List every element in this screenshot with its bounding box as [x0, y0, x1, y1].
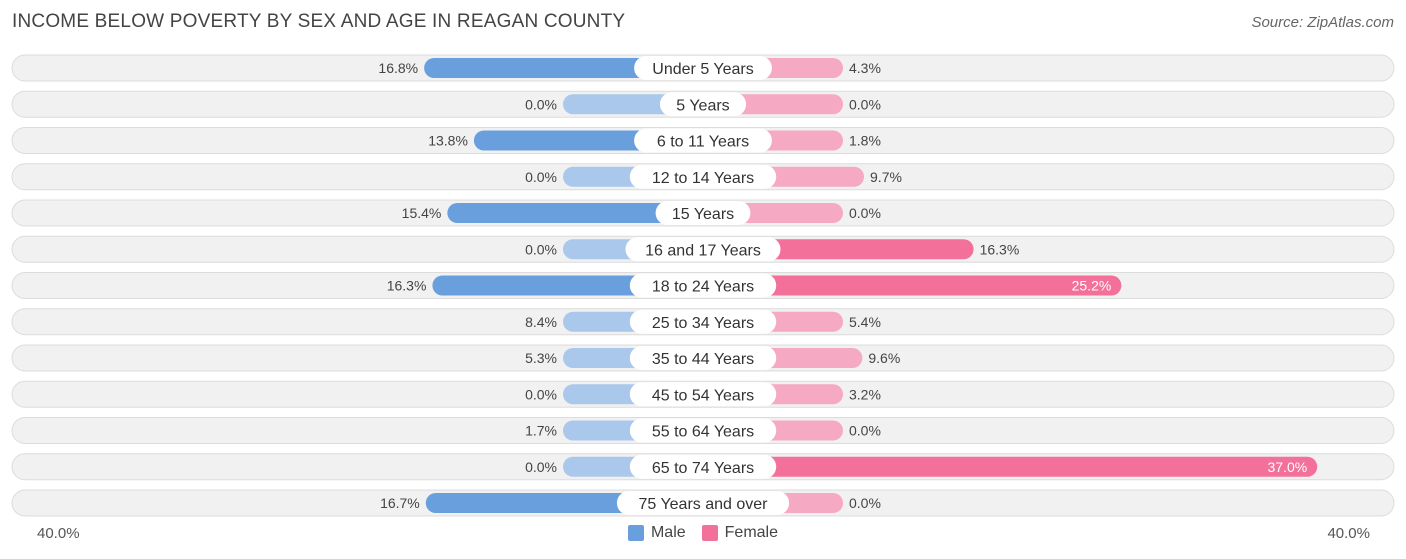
female-value-label: 4.3%	[849, 60, 881, 76]
category-pill	[629, 418, 777, 443]
female-value-label: 9.6%	[868, 350, 900, 366]
male-swatch	[627, 525, 644, 541]
category-label: 55 to 64 Years	[652, 424, 754, 441]
female-swatch	[701, 525, 718, 541]
category-pill	[629, 273, 777, 298]
male-bar-15-years	[447, 203, 703, 223]
male-value-label: 0.0%	[525, 96, 557, 112]
category-label: 6 to 11 Years	[657, 134, 749, 151]
category-pill	[629, 309, 777, 334]
source-label: Source: ZipAtlas.com	[1251, 14, 1394, 31]
female-value-label: 37.0%	[1267, 459, 1307, 475]
male-value-label: 16.3%	[387, 278, 427, 294]
legend-item-male: Male	[627, 524, 686, 542]
category-pill	[634, 56, 772, 80]
category-label: 45 to 54 Years	[652, 387, 754, 404]
category-label: 35 to 44 Years	[652, 351, 754, 368]
category-label: Under 5 Years	[652, 61, 753, 78]
legend-female-label: Female	[724, 524, 779, 541]
female-value-label: 0.0%	[849, 96, 881, 112]
female-value-label: 0.0%	[849, 495, 881, 511]
female-value-label: 16.3%	[980, 241, 1020, 257]
female-value-label: 5.4%	[849, 314, 881, 330]
category-label: 12 to 14 Years	[652, 170, 754, 187]
category-pill	[625, 237, 781, 262]
category-label: 16 and 17 Years	[645, 242, 761, 259]
male-value-label: 0.0%	[525, 241, 557, 257]
male-value-label: 0.0%	[525, 459, 557, 475]
category-label: 65 to 74 Years	[652, 460, 754, 477]
category-label: 15 Years	[672, 206, 734, 223]
category-pill	[629, 454, 777, 479]
male-value-label: 1.7%	[525, 423, 557, 439]
legend: Male Female	[0, 524, 1406, 542]
category-pill	[629, 164, 777, 189]
female-bar-65-to-74-years	[703, 456, 1318, 477]
category-label: 18 to 24 Years	[652, 279, 754, 296]
axis-left-label: 40.0%	[37, 525, 80, 542]
category-pill	[634, 128, 772, 153]
category-pill	[616, 491, 790, 515]
male-value-label: 0.0%	[525, 386, 557, 402]
chart-plot: 16.8% 4.3% Under 5 Years 0.0% 0.0% 5 Years 13.…	[11, 54, 1395, 517]
male-value-label: 5.3%	[525, 350, 557, 366]
female-value-label: 1.8%	[849, 133, 881, 149]
female-value-label: 0.0%	[849, 423, 881, 439]
female-value-label: 9.7%	[870, 169, 902, 185]
male-value-label: 15.4%	[402, 205, 442, 221]
male-value-label: 16.8%	[378, 60, 418, 76]
male-value-label: 16.7%	[380, 495, 420, 511]
category-label: 75 Years and over	[639, 496, 769, 513]
male-value-label: 8.4%	[525, 314, 557, 330]
legend-male-label: Male	[650, 524, 686, 541]
axis-right-label: 40.0%	[1327, 525, 1370, 542]
category-label: 25 to 34 Years	[652, 315, 754, 332]
category-pill	[629, 346, 777, 370]
female-value-label: 25.2%	[1072, 278, 1112, 294]
female-value-label: 0.0%	[849, 205, 881, 221]
female-value-label: 3.2%	[849, 386, 881, 402]
category-pill	[629, 382, 777, 407]
legend-item-female: Female	[701, 524, 779, 542]
chart-title: INCOME BELOW POVERTY BY SEX AND AGE IN R…	[12, 11, 626, 32]
male-bar-under-5-years	[424, 58, 703, 78]
female-bar-18-to-24-years	[703, 275, 1122, 296]
male-value-label: 0.0%	[525, 169, 557, 185]
category-label: 5 Years	[676, 97, 729, 114]
category-pill	[655, 201, 751, 225]
male-value-label: 13.8%	[428, 133, 468, 149]
category-pill	[659, 92, 747, 117]
